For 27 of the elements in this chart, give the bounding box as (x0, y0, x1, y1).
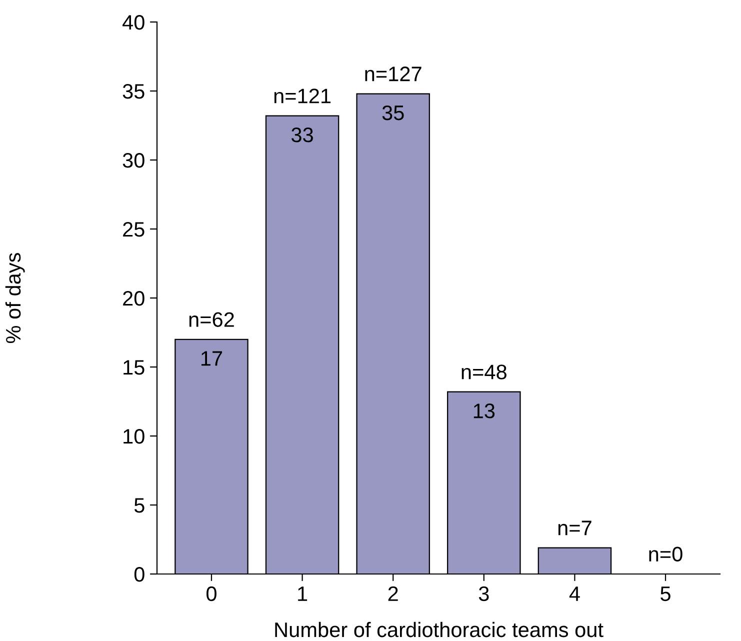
x-tick-label: 2 (388, 586, 398, 601)
annotation: n=48 (462, 364, 506, 380)
annotation: n=121 (274, 88, 331, 104)
x-tick-label: 5 (660, 586, 670, 602)
x-tick-label: 3 (478, 586, 489, 602)
y-tick-label: 0 (134, 567, 144, 582)
data-label: 35 (382, 105, 404, 120)
y-axis-title: % of days (5, 253, 25, 343)
x-axis-title: Number of cardiothoracic teams out (275, 622, 604, 638)
y-tick-label: 40 (122, 15, 144, 30)
x-tick-label: 1 (298, 586, 308, 601)
annotation: n=62 (189, 312, 234, 327)
data-label: 17 (201, 351, 222, 366)
y-tick-label: 25 (123, 222, 144, 237)
y-tick-label: 20 (123, 291, 144, 306)
x-tick-label: 0 (206, 586, 216, 602)
x-tick-label: 4 (569, 586, 580, 601)
y-tick-label: 30 (122, 153, 144, 168)
y-tick-label: 15 (124, 360, 144, 375)
y-tick-label: 35 (122, 84, 144, 99)
data-label: 33 (292, 128, 313, 142)
annotation: n=7 (558, 520, 592, 536)
annotation: n=127 (365, 66, 422, 82)
y-tick-label: 10 (124, 429, 144, 444)
y-tick-label: 5 (134, 498, 144, 513)
data-label: 13 (474, 404, 495, 418)
annotation: n=0 (649, 546, 682, 562)
